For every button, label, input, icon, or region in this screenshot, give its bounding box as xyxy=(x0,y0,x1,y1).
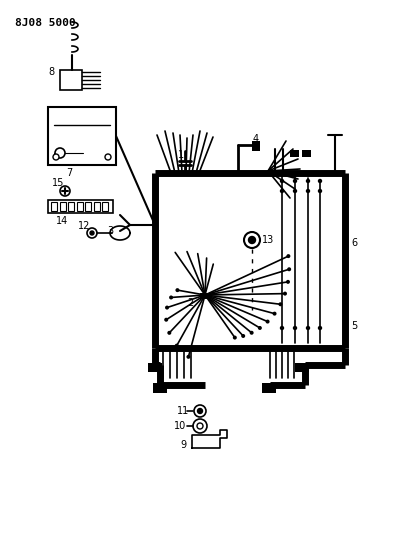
Circle shape xyxy=(293,326,297,330)
Bar xyxy=(60,70,82,90)
Circle shape xyxy=(167,331,171,335)
Circle shape xyxy=(318,179,322,183)
Text: 9: 9 xyxy=(180,440,186,450)
Circle shape xyxy=(318,189,322,193)
Bar xyxy=(48,200,113,213)
Text: 8J08 5000: 8J08 5000 xyxy=(15,18,76,28)
Circle shape xyxy=(105,154,111,160)
Circle shape xyxy=(283,292,287,296)
Circle shape xyxy=(318,326,322,330)
Circle shape xyxy=(306,179,310,183)
Text: 2: 2 xyxy=(187,298,193,308)
Bar xyxy=(302,150,311,157)
Circle shape xyxy=(169,295,173,300)
Circle shape xyxy=(280,326,284,330)
Circle shape xyxy=(60,186,70,196)
Text: 6: 6 xyxy=(351,238,357,248)
Circle shape xyxy=(273,312,277,316)
Circle shape xyxy=(165,305,169,310)
Bar xyxy=(295,363,309,372)
Circle shape xyxy=(233,336,237,340)
Bar xyxy=(200,293,208,299)
Text: 12: 12 xyxy=(78,221,91,231)
Bar xyxy=(262,383,276,393)
Circle shape xyxy=(193,419,207,433)
Text: 1: 1 xyxy=(178,150,184,160)
Text: 14: 14 xyxy=(56,216,68,226)
Circle shape xyxy=(164,318,168,322)
Text: 10: 10 xyxy=(174,421,186,431)
Text: 7: 7 xyxy=(66,168,72,178)
Text: 11: 11 xyxy=(177,406,189,416)
Circle shape xyxy=(286,254,290,258)
Circle shape xyxy=(176,288,180,292)
Circle shape xyxy=(55,148,65,158)
Bar xyxy=(93,202,99,211)
Text: 13: 13 xyxy=(262,235,274,245)
Circle shape xyxy=(287,267,291,271)
Circle shape xyxy=(280,179,284,183)
Circle shape xyxy=(279,302,282,306)
Circle shape xyxy=(250,331,254,335)
Bar xyxy=(148,363,162,372)
Circle shape xyxy=(306,189,310,193)
Circle shape xyxy=(306,326,310,330)
Text: 3: 3 xyxy=(107,226,113,236)
Circle shape xyxy=(244,232,260,248)
Circle shape xyxy=(53,154,59,160)
Circle shape xyxy=(197,423,203,429)
Circle shape xyxy=(198,408,203,414)
Bar xyxy=(102,202,108,211)
Circle shape xyxy=(186,355,190,359)
Circle shape xyxy=(258,326,262,330)
Circle shape xyxy=(175,344,179,348)
Circle shape xyxy=(241,334,245,338)
Circle shape xyxy=(293,189,297,193)
Bar xyxy=(51,202,57,211)
Circle shape xyxy=(194,405,206,417)
Bar xyxy=(85,202,91,211)
Bar xyxy=(59,202,65,211)
Circle shape xyxy=(266,320,270,324)
Bar xyxy=(68,202,74,211)
Circle shape xyxy=(280,189,284,193)
Circle shape xyxy=(87,228,97,238)
Bar xyxy=(48,107,116,165)
Circle shape xyxy=(249,237,255,244)
Bar xyxy=(252,141,260,151)
Bar xyxy=(77,202,83,211)
Circle shape xyxy=(286,280,290,284)
Text: 5: 5 xyxy=(351,321,357,331)
Text: 8: 8 xyxy=(48,67,54,77)
Text: 15: 15 xyxy=(52,178,64,188)
Circle shape xyxy=(90,231,94,235)
Circle shape xyxy=(293,179,297,183)
Text: 4: 4 xyxy=(253,134,259,144)
Bar xyxy=(290,150,299,157)
Bar xyxy=(153,383,167,393)
